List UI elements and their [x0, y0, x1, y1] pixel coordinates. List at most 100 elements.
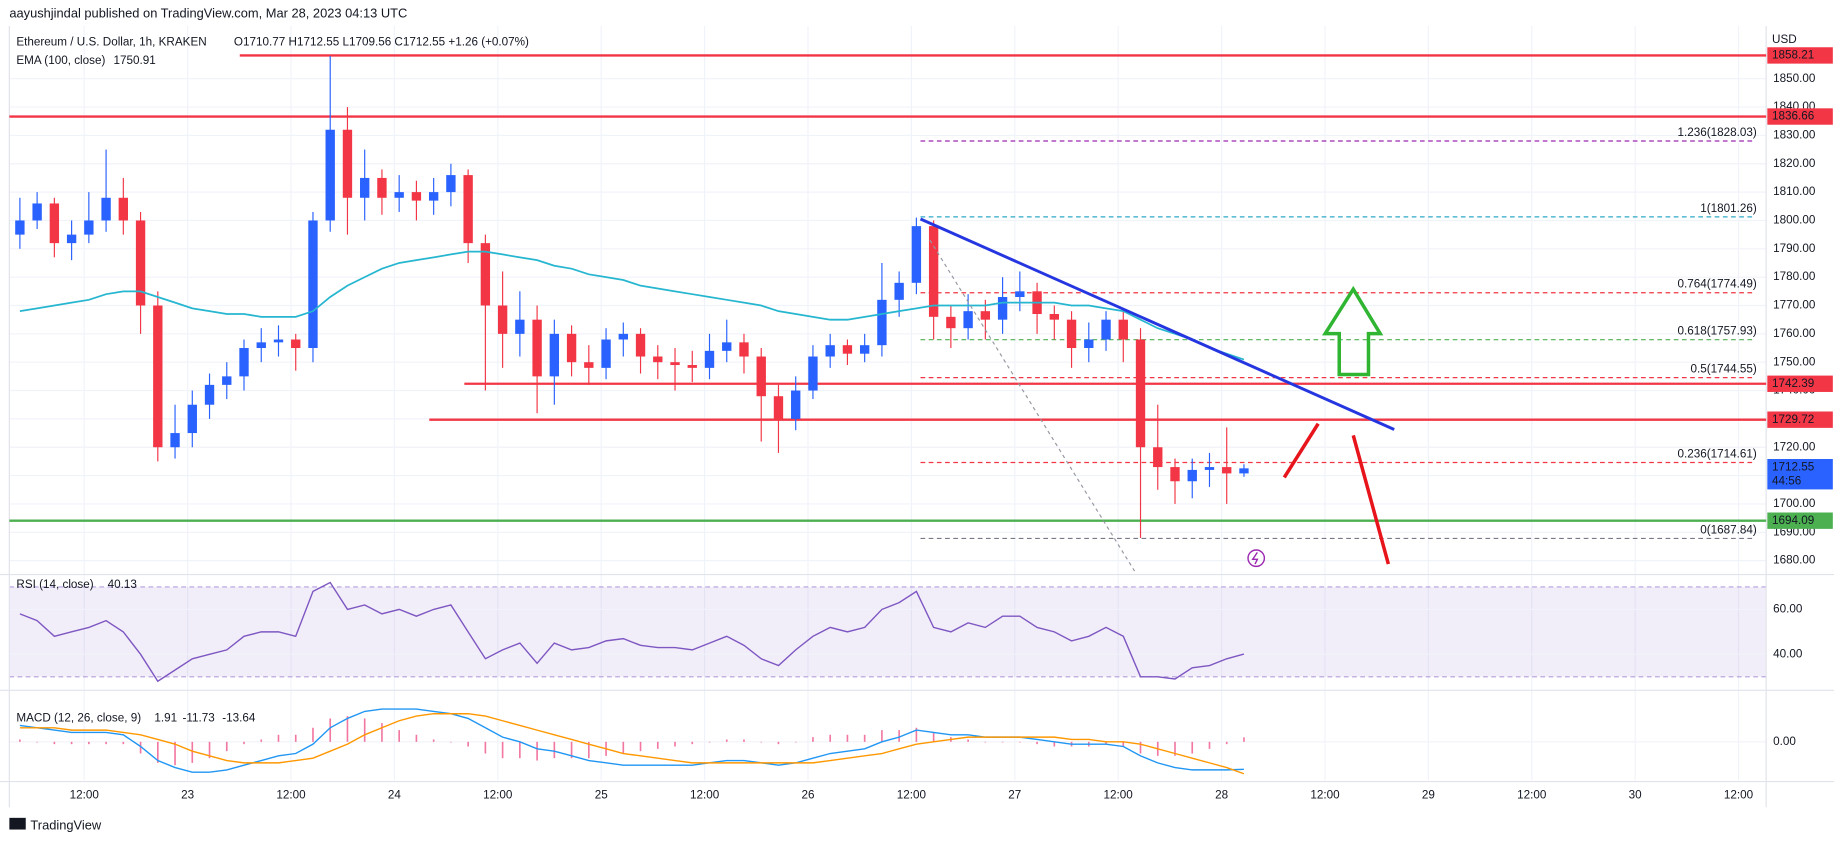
countdown: 44:56 — [1772, 474, 1801, 487]
macd-histogram-bar — [553, 741, 556, 759]
rsi-band — [9, 586, 1767, 677]
macd-histogram-bar — [536, 741, 538, 761]
x-tick-label: 24 — [388, 789, 402, 802]
candle-body — [825, 345, 835, 357]
macd-histogram-bar — [1243, 737, 1245, 742]
macd-histogram-bar — [1139, 741, 1142, 754]
candle-body — [997, 296, 1008, 320]
macd-histogram-bar — [1208, 741, 1211, 749]
drawings — [919, 217, 1395, 572]
candle-body — [566, 333, 577, 363]
arrow-down-red — [1351, 434, 1391, 565]
candle-body — [256, 342, 266, 349]
macd-value: -11.73 — [182, 712, 214, 725]
x-tick-label: 29 — [1422, 789, 1435, 802]
candle-body — [135, 220, 146, 306]
macd-histogram-bar — [588, 741, 590, 759]
candle-body — [653, 356, 663, 363]
x-tick-label: 12:00 — [1517, 789, 1547, 802]
macd-histogram-bar — [484, 741, 487, 754]
level-label-bg — [1767, 375, 1833, 392]
candle-body — [291, 339, 301, 349]
candle-body — [670, 362, 680, 366]
candle-body — [273, 339, 284, 343]
candle-body — [204, 384, 215, 405]
rsi-line — [19, 581, 1245, 683]
macd-histogram-bar — [639, 741, 642, 752]
x-tick-label: 12:00 — [70, 789, 100, 802]
candle-body — [1204, 467, 1215, 470]
candle-body — [739, 342, 749, 357]
candle-body — [101, 197, 111, 221]
macd-histogram-bar — [881, 730, 883, 742]
x-tick-label: 28 — [1215, 789, 1228, 802]
macd-histogram-bar — [19, 739, 21, 742]
ema-line — [19, 250, 1245, 361]
macd-histogram-bar — [277, 734, 280, 742]
macd-histogram-bar — [174, 741, 176, 766]
macd-histogram-bar — [1036, 741, 1038, 745]
candle-body — [1170, 467, 1180, 482]
macd-histogram-bar — [415, 734, 418, 742]
macd-histogram-bar — [1225, 741, 1228, 745]
event-icon-bolt — [1251, 551, 1259, 565]
macd-histogram-bar — [346, 716, 349, 742]
macd-histogram-bar — [519, 741, 521, 759]
macd-histogram-bar — [674, 741, 676, 747]
level-label: 1858.21 — [1772, 49, 1814, 62]
macd-histogram-bar — [501, 741, 504, 759]
candle-body — [1066, 319, 1077, 349]
macd-histogram-bar — [467, 741, 469, 747]
candle-body — [239, 348, 249, 377]
macd-histogram-bar — [691, 741, 694, 745]
macd-histogram-bar — [208, 741, 211, 759]
logo — [9, 817, 26, 830]
macd-histogram-bar — [432, 739, 435, 742]
candle-body — [1187, 469, 1197, 482]
candle-body — [704, 350, 715, 368]
candle-body — [1049, 314, 1059, 320]
candle-body — [342, 129, 353, 198]
fib-label: 1.236(1828.03) — [1678, 126, 1757, 139]
y-tick-label: 1830.00 — [1773, 129, 1816, 142]
candle-body — [480, 243, 491, 306]
macd-histogram-bar — [36, 741, 38, 743]
candle-body — [463, 175, 473, 244]
candle-body — [911, 226, 922, 283]
candle-body — [618, 333, 628, 340]
ohlc-summary: O1710.77 H1712.55 L1709.56 C1712.55 +1.2… — [234, 35, 529, 48]
y-tick-label: 1760.00 — [1773, 327, 1816, 340]
ema-value: 1750.91 — [113, 54, 155, 67]
x-tick-label: 12:00 — [690, 789, 720, 802]
publisher: aayushjindal published on TradingView.co… — [9, 6, 407, 21]
trend-line — [919, 217, 1395, 431]
candle-body — [497, 305, 508, 334]
candle-body — [308, 220, 318, 349]
macd-histogram-bar — [777, 741, 780, 745]
macd-histogram-bar — [450, 741, 452, 743]
level-label: 1742.39 — [1772, 377, 1814, 390]
candle-body — [1153, 447, 1163, 468]
y-tick-label: 1810.00 — [1773, 185, 1816, 198]
candle-body — [928, 226, 939, 317]
macd-histogram-bar — [398, 730, 400, 742]
candle-body — [360, 177, 370, 198]
candle-body — [515, 319, 525, 334]
candle-body — [687, 365, 697, 368]
x-tick-label: 30 — [1629, 789, 1643, 802]
macd-legend: MACD (12, 26, close, 9) — [16, 712, 141, 725]
signal-line — [19, 713, 1245, 775]
x-tick-label: 12:00 — [1724, 789, 1754, 802]
x-tick-label: 12:00 — [1104, 789, 1134, 802]
candle-body — [222, 376, 232, 385]
candle-body — [1239, 468, 1249, 474]
candle-body — [118, 197, 129, 221]
currency: USD — [1772, 33, 1797, 46]
candle-body — [963, 311, 973, 329]
level-label-bg — [1767, 108, 1833, 125]
candle-body — [791, 390, 801, 419]
x-tick-label: 27 — [1008, 789, 1021, 802]
macd-histogram-bar — [329, 718, 332, 742]
macd-histogram-bar — [122, 741, 125, 745]
candle-body — [722, 342, 732, 351]
